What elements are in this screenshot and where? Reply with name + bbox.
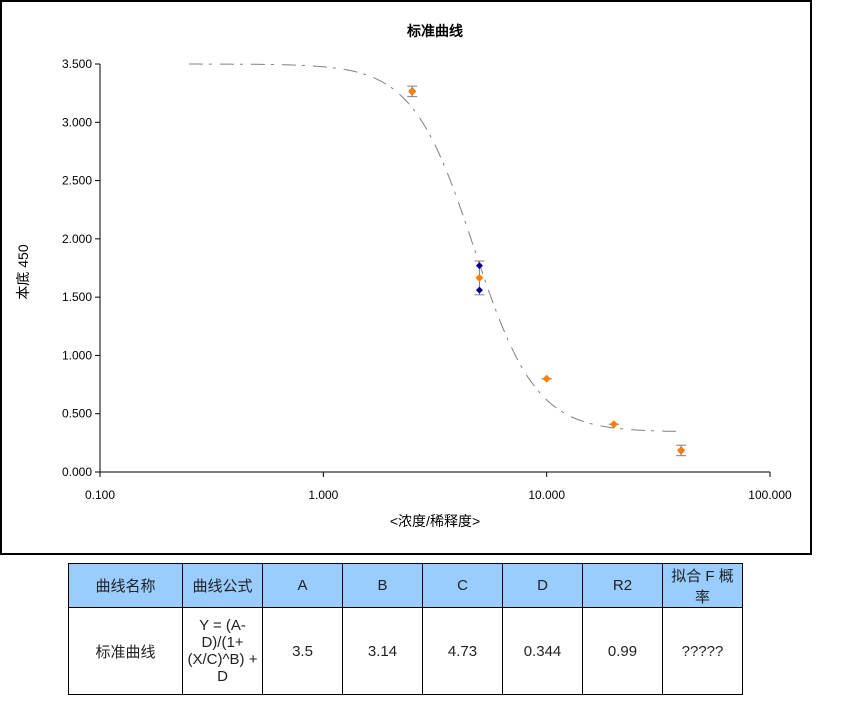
y-tick-label: 3.000 [62, 115, 92, 129]
mean-point [609, 420, 618, 429]
y-tick-label: 0.500 [62, 407, 92, 421]
mean-point [475, 273, 484, 282]
table-header-cell: 曲线公式 [182, 563, 263, 608]
table-cell: 4.73 [422, 607, 503, 695]
y-tick-label: 2.500 [62, 174, 92, 188]
table-header-cell: R2 [582, 563, 663, 608]
curve-parameters-table: 曲线名称 曲线公式 A B C D R2 拟合 F 概率 标准曲线 Y = (A-D)/(1+(… [68, 563, 743, 695]
table-cell: 0.344 [502, 607, 583, 695]
table-header-cell: C [422, 563, 503, 608]
table-cell: 标准曲线 [68, 607, 183, 695]
standard-curve-chart: 标准曲线 <浓度/稀释度> 本底 450 0.100 1.000 10.000 100… [15, 23, 792, 529]
mean-point [542, 374, 551, 383]
table-cell: 0.99 [582, 607, 663, 695]
y-axis-label: 本底 450 [15, 244, 31, 299]
replicate-point [475, 262, 483, 270]
chart-title: 标准曲线 [406, 23, 463, 39]
table-header-cell: 拟合 F 概率 [662, 563, 743, 608]
table-cell: Y = (A-D)/(1+(X/C)^B) + D [182, 607, 263, 695]
chart-panel: 标准曲线 <浓度/稀释度> 本底 450 0.100 1.000 10.000 100… [0, 0, 812, 555]
replicate-point [475, 286, 483, 294]
y-tick-label: 1.000 [62, 348, 92, 362]
x-tick-label: 100.000 [748, 488, 792, 502]
x-tick-label: 1.000 [308, 488, 338, 502]
y-tick-label: 0.000 [62, 465, 92, 479]
fit-curve [188, 63, 682, 432]
x-axis-label: <浓度/稀释度> [390, 513, 480, 529]
mean-point [408, 87, 417, 96]
table-header-cell: 曲线名称 [68, 563, 183, 608]
table-header-cell: A [262, 563, 343, 608]
table-header-cell: D [502, 563, 583, 608]
table-cell: 3.5 [262, 607, 343, 695]
y-tick-label: 1.500 [62, 290, 92, 304]
x-tick-label: 0.100 [85, 488, 115, 502]
y-tick-label: 2.000 [62, 232, 92, 246]
mean-point [677, 446, 686, 455]
table-cell: 3.14 [342, 607, 423, 695]
y-tick-label: 3.500 [62, 57, 92, 71]
table-header-cell: B [342, 563, 423, 608]
table-cell: ????? [662, 607, 743, 695]
x-tick-label: 10.000 [528, 488, 565, 502]
